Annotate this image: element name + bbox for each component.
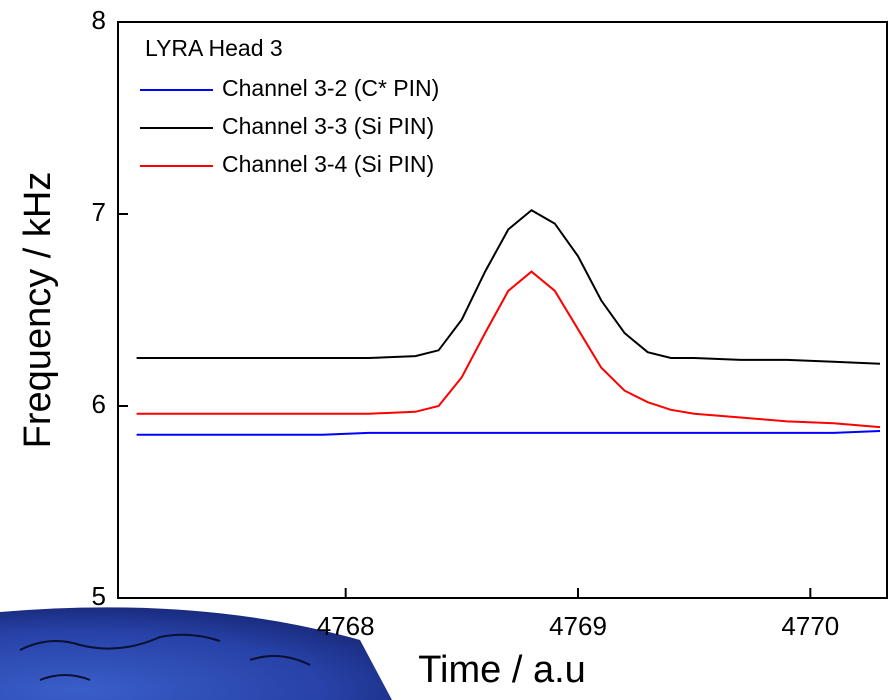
legend-label: Channel 3-2 (C* PIN) (222, 75, 439, 101)
y-tick-label: 6 (92, 389, 106, 419)
data-line (136, 270, 881, 429)
x-axis-label: Time / a.u (418, 649, 586, 691)
x-tick-label: 4770 (781, 611, 839, 641)
legend-label: Channel 3-4 (Si PIN) (222, 151, 434, 177)
y-tick-label: 8 (92, 5, 106, 35)
y-tick-label: 5 (92, 581, 106, 611)
earth-image (0, 607, 392, 700)
legend-label: Channel 3-3 (Si PIN) (222, 113, 434, 139)
data-line (136, 430, 881, 436)
plot-frame (117, 21, 888, 599)
y-tick-label: 7 (92, 197, 106, 227)
y-axis-label: Frequency / kHz (17, 172, 59, 449)
x-tick-label: 4768 (317, 611, 375, 641)
earth-coastline (19, 633, 311, 681)
data-line (136, 208, 881, 365)
x-tick-label: 4769 (549, 611, 607, 641)
legend-title: LYRA Head 3 (145, 35, 283, 61)
